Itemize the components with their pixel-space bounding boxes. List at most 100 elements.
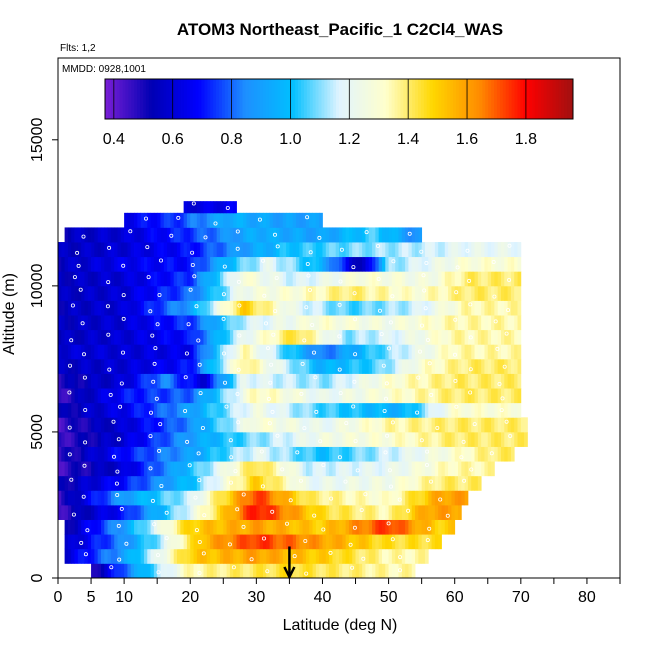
heatmap-cell [223,417,227,433]
heatmap-cell [408,461,413,477]
heatmap-cell [424,271,429,287]
heatmap-cell [110,431,115,447]
heatmap-cell [421,256,426,272]
heatmap-cell [226,446,231,462]
heatmap-cell [296,388,300,404]
heatmap-cell [309,227,313,243]
heatmap-cell [385,271,389,287]
colorbar-swatch [321,79,325,119]
sample-point [121,293,126,298]
heatmap-cell [494,373,499,389]
colorbar-swatch [116,79,121,119]
heatmap-cell [137,344,142,360]
heatmap-cell [365,402,370,418]
heatmap-cell [58,475,62,491]
heatmap-cell [140,504,145,520]
sample-point [387,468,392,473]
heatmap-cell [431,300,436,316]
heatmap-cell [335,490,340,506]
heatmap-cell [342,344,347,360]
heatmap-cell [186,271,191,287]
heatmap-cell [213,402,218,418]
colorbar-swatch [432,79,436,119]
heatmap-cell [81,431,85,447]
heatmap-cell [167,402,171,418]
heatmap-cell [348,461,353,477]
heatmap-cell [117,344,122,360]
heatmap-cell [282,548,287,564]
colorbar-swatch [230,79,235,119]
heatmap-cell [259,461,264,477]
heatmap-cell [438,519,442,535]
heatmap-cell [223,227,227,243]
heatmap-cell [276,212,280,228]
heatmap-cell [210,300,214,316]
heatmap-cell [203,388,208,404]
heatmap-cell [74,373,79,389]
heatmap-cell [282,431,287,447]
heatmap-cell [71,227,75,243]
colorbar-swatch [371,79,375,119]
heatmap-cell [233,227,237,243]
heatmap-cell [375,285,380,301]
heatmap-cell [233,300,237,316]
heatmap-cell [262,534,267,550]
heatmap-cell [58,300,62,316]
heatmap-cell [210,373,214,389]
heatmap-cell [342,256,347,272]
heatmap-cell [448,388,452,404]
heatmap-cell [428,446,432,462]
heatmap-cell [81,315,85,331]
heatmap-cell [266,461,270,477]
heatmap-cell [216,431,221,447]
heatmap-cell [335,373,340,389]
colorbar-swatch [295,79,299,119]
sample-point [221,351,226,356]
heatmap-cell [487,461,492,477]
heatmap-cell [143,388,148,404]
heatmap-cell [94,227,99,243]
heatmap-cell [487,373,492,389]
heatmap-cell [177,329,181,345]
heatmap-cell [388,475,393,491]
sample-point [302,338,307,343]
heatmap-cell [124,402,128,418]
heatmap-cell [302,285,307,301]
heatmap-cell [259,504,264,520]
heatmap-cell [418,490,423,506]
heatmap-cell [147,563,151,579]
heatmap-cell [256,402,261,418]
heatmap-cell [213,285,218,301]
sample-point [153,346,158,351]
heatmap-cell [180,344,185,360]
sample-point [213,221,218,226]
heatmap-cell [401,402,406,418]
heatmap-cell [481,446,485,462]
colorbar-swatch [236,79,240,119]
heatmap-cell [124,446,128,462]
heatmap-cell [325,475,330,491]
heatmap-cell [332,358,337,374]
colorbar-tick-label: 0.8 [220,131,242,148]
heatmap-cell [107,329,112,345]
heatmap-cell [94,563,99,579]
heatmap-cell [474,475,479,491]
heatmap-cell [110,256,115,272]
heatmap-cell [213,227,218,243]
colorbar-swatch [511,79,515,119]
heatmap-cell [246,285,251,301]
sample-point [117,557,122,562]
sample-point [299,391,304,396]
heatmap-cell [319,344,323,360]
heatmap-cell [167,344,171,360]
sample-point [261,536,266,541]
sample-point [158,258,163,263]
heatmap-cell [282,329,287,345]
colorbar-swatch [169,79,173,119]
heatmap-cell [186,212,191,228]
heatmap-cell [319,475,323,491]
heatmap-cell [444,504,449,520]
heatmap-cell [286,431,290,447]
heatmap-cell [517,300,522,316]
heatmap-cell [140,388,145,404]
